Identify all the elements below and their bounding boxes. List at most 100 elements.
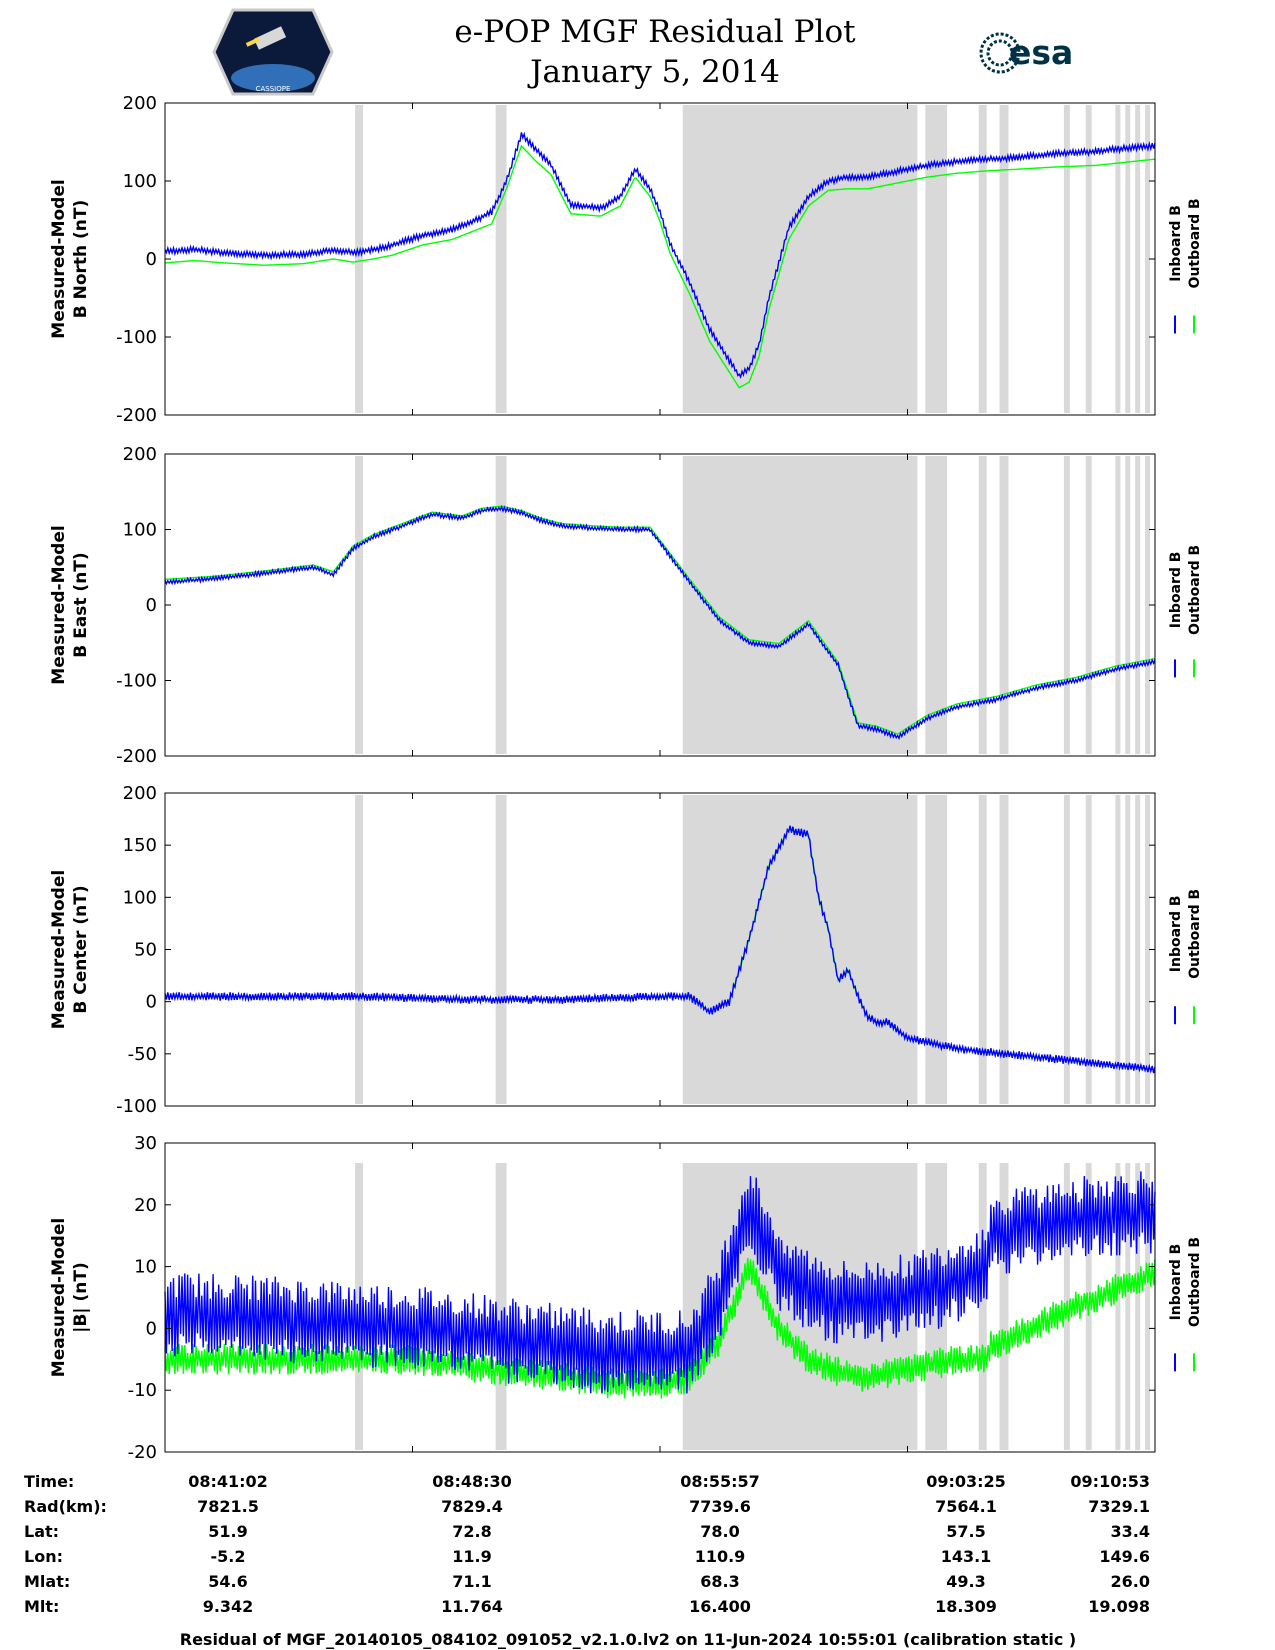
legend-outboard-label: Outboard B [1187,198,1203,288]
inboard-series-line [164,825,1156,1074]
info-cell: 57.5 [946,1522,985,1541]
y-tick-label: 10 [134,1257,157,1278]
panel-1: -200 -100 0 100 200 Measured-Model B North (nT… [49,93,1203,426]
shaded-band [1135,105,1141,413]
info-cell: 33.4 [1111,1522,1150,1541]
shaded-band [495,456,507,754]
info-cell: 08:55:57 [680,1472,760,1491]
outboard-series-line [164,144,1156,389]
shaded-band [355,1163,363,1450]
shaded-band [1145,795,1151,1104]
y-tick-label: -100 [116,671,157,692]
info-row-label: Lon: [24,1547,63,1566]
shaded-band [1115,795,1121,1104]
esa-logo: esa [979,32,1073,74]
y-axis-label: Measured-Model B North (nT) [49,179,91,338]
shaded-band [999,1163,1009,1450]
y-tick-label: -100 [116,327,157,348]
shaded-band [925,1163,948,1450]
y-axis-label: Measured-Model B Center (nT) [49,870,91,1029]
shaded-band [1063,105,1070,413]
legend-outboard-label: Outboard B [1187,1237,1203,1327]
legend-outboard-label: Outboard B [1187,545,1203,635]
esa-logo-text: esa [1009,33,1073,72]
y-tick-label: -200 [116,746,157,767]
shaded-band [1135,795,1141,1104]
shaded-band [1085,105,1092,413]
info-cell: 08:48:30 [432,1472,512,1491]
y-tick-label: 20 [134,1195,157,1216]
shaded-band [495,795,507,1104]
shaded-band [1115,105,1121,413]
info-row-label: Time: [24,1472,74,1491]
y-tick-label: 50 [134,940,157,961]
shaded-band [1063,456,1070,754]
outboard-series-line [164,1257,1156,1399]
shaded-band [1063,795,1070,1104]
inboard-series-line [164,131,1156,380]
y-tick-label: 200 [123,783,157,804]
y-tick-label: 0 [146,249,157,270]
shaded-band [999,105,1009,413]
info-cell: 7329.1 [1088,1497,1150,1516]
shaded-band [1145,105,1151,413]
shaded-band [925,105,948,413]
info-cell: 09:03:25 [926,1472,1006,1491]
panel-4: -20 -10 0 10 20 30 Measured-Model |B| (nT) Inboa… [49,1133,1203,1463]
shaded-band [1125,105,1131,413]
shaded-band [978,105,987,413]
info-cell: -5.2 [211,1547,246,1566]
info-cell: 9.342 [203,1597,254,1616]
info-cell: 7829.4 [441,1497,503,1516]
shaded-band [1135,1163,1141,1450]
info-cell: 54.6 [208,1572,247,1591]
info-row-label: Mlat: [24,1572,70,1591]
info-cell: 143.1 [941,1547,992,1566]
info-cell: 110.9 [695,1547,746,1566]
shaded-band [978,456,987,754]
info-cell: 19.098 [1088,1597,1150,1616]
shaded-band [1115,456,1121,754]
info-cell: 16.400 [689,1597,751,1616]
plot-title: e-POP MGF Residual Plot [454,14,856,50]
shaded-band [1085,456,1092,754]
y-tick-label: 30 [134,1133,157,1154]
shaded-band [355,105,363,413]
y-tick-label: 100 [123,887,157,908]
info-row-label: Lat: [24,1522,59,1541]
cassiope-logo: CASSIOPE [212,8,334,96]
y-tick-label: 150 [123,835,157,856]
info-row-label: Mlt: [24,1597,59,1616]
legend-inboard-label: Inboard B [1168,552,1184,629]
legend-inboard-label: Inboard B [1168,1244,1184,1321]
y-tick-label: 0 [146,992,157,1013]
y-tick-label: 200 [123,444,157,465]
shaded-band [1145,1163,1151,1450]
shaded-band [978,1163,987,1450]
shaded-band [495,105,507,413]
legend-inboard-label: Inboard B [1168,205,1184,282]
y-tick-label: -50 [128,1044,157,1065]
shaded-band [682,456,918,754]
info-cell: 149.6 [1099,1547,1150,1566]
y-tick-label: -20 [128,1442,157,1463]
shaded-band [1085,795,1092,1104]
shaded-band [999,795,1009,1104]
y-tick-label: 200 [123,93,157,114]
y-tick-label: 0 [146,1318,157,1339]
legend-outboard-label: Outboard B [1187,889,1203,979]
y-axis-label: Measured-Model B East (nT) [49,525,91,684]
info-cell: 11.764 [441,1597,503,1616]
cassiope-logo-text: CASSIOPE [256,85,291,93]
info-cell: 7821.5 [197,1497,259,1516]
panel-3: -100 -50 0 50 100 150 200 Measured-Model B Cente… [49,783,1203,1117]
outboard-series-line [164,505,1156,735]
footer-caption: Residual of MGF_20140105_084102_091052_v… [180,1630,1076,1649]
y-tick-label: -10 [128,1380,157,1401]
legend-inboard-label: Inboard B [1168,895,1184,972]
info-cell: 49.3 [946,1572,985,1591]
y-tick-label: 0 [146,595,157,616]
info-cell: 71.1 [452,1572,491,1591]
info-cell: 78.0 [700,1522,739,1541]
